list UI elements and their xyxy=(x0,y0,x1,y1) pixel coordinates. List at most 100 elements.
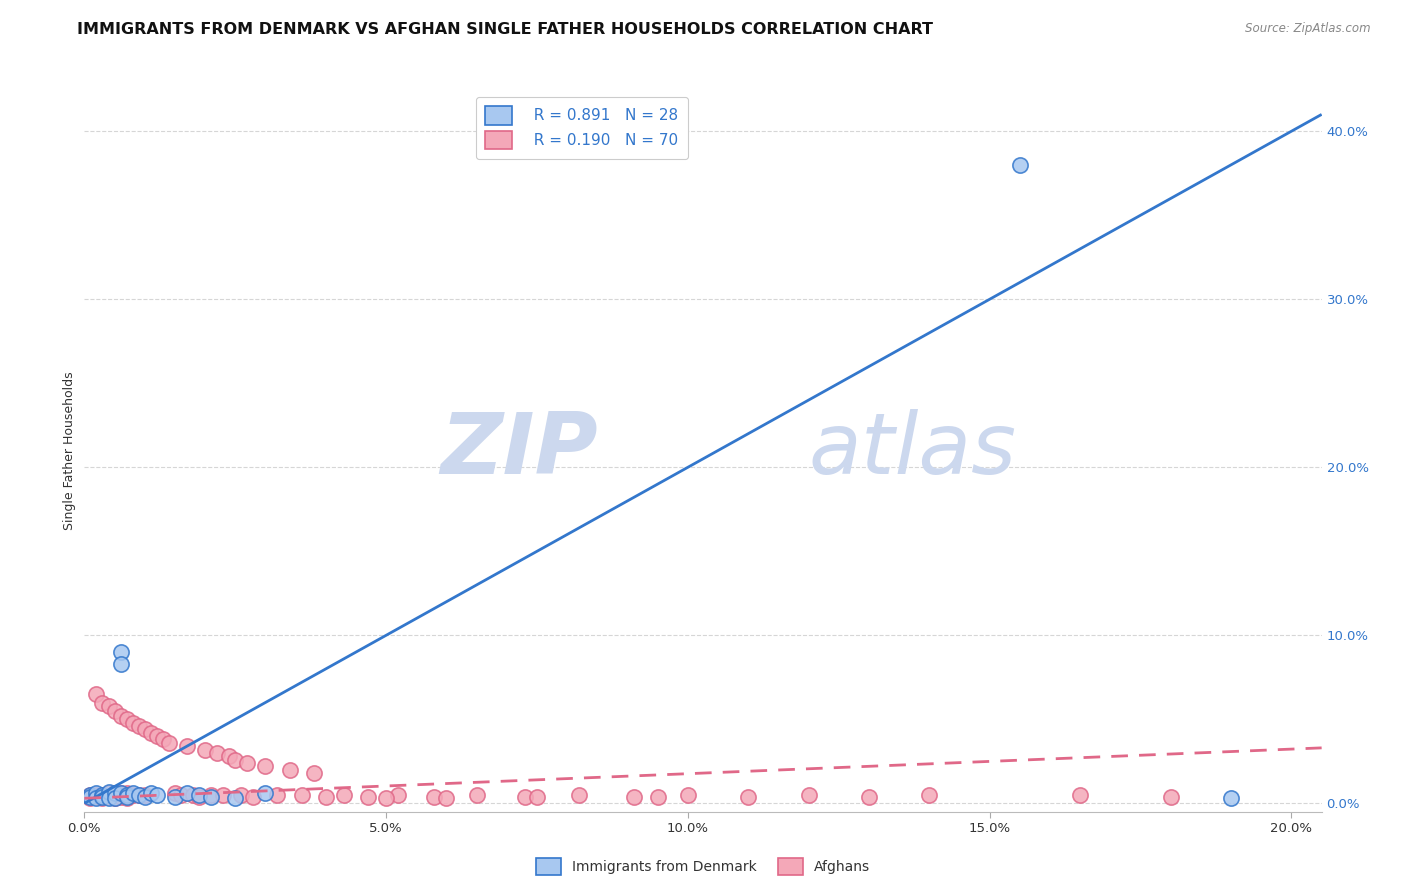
Point xyxy=(103,786,125,800)
Point xyxy=(110,645,132,659)
Point xyxy=(205,746,228,760)
Point xyxy=(128,788,150,802)
Point xyxy=(623,789,645,804)
Point xyxy=(115,791,138,805)
Point xyxy=(254,786,277,800)
Point xyxy=(121,715,143,730)
Y-axis label: Single Father Households: Single Father Households xyxy=(63,371,76,530)
Point xyxy=(315,789,337,804)
Point xyxy=(79,789,101,804)
Point xyxy=(181,788,204,802)
Point xyxy=(737,789,759,804)
Text: Source: ZipAtlas.com: Source: ZipAtlas.com xyxy=(1246,22,1371,36)
Point xyxy=(676,788,699,802)
Point xyxy=(302,766,325,780)
Point xyxy=(194,742,217,756)
Point xyxy=(115,712,138,726)
Point xyxy=(134,723,156,737)
Point xyxy=(163,786,186,800)
Point xyxy=(254,759,277,773)
Point xyxy=(97,786,120,800)
Point xyxy=(387,788,409,802)
Text: IMMIGRANTS FROM DENMARK VS AFGHAN SINGLE FATHER HOUSEHOLDS CORRELATION CHART: IMMIGRANTS FROM DENMARK VS AFGHAN SINGLE… xyxy=(77,22,934,37)
Point xyxy=(103,704,125,718)
Point xyxy=(115,786,138,800)
Legend:   R = 0.891   N = 28,   R = 0.190   N = 70: R = 0.891 N = 28, R = 0.190 N = 70 xyxy=(475,97,688,159)
Point xyxy=(146,788,169,802)
Point xyxy=(1220,791,1243,805)
Point xyxy=(526,789,548,804)
Point xyxy=(647,789,669,804)
Point xyxy=(91,788,114,802)
Point xyxy=(236,756,259,770)
Point xyxy=(91,788,114,802)
Point xyxy=(291,788,314,802)
Point xyxy=(375,791,398,805)
Point xyxy=(79,789,101,804)
Point xyxy=(231,788,253,802)
Point xyxy=(157,736,180,750)
Point xyxy=(1069,788,1091,802)
Point xyxy=(1008,158,1031,172)
Point xyxy=(188,789,211,804)
Point xyxy=(146,729,169,743)
Point xyxy=(91,696,114,710)
Point xyxy=(858,789,880,804)
Point xyxy=(97,784,120,798)
Point xyxy=(436,791,458,805)
Point xyxy=(797,788,820,802)
Point xyxy=(224,753,246,767)
Point xyxy=(200,788,222,802)
Point xyxy=(97,698,120,713)
Point xyxy=(139,725,162,739)
Point xyxy=(91,789,114,804)
Point xyxy=(423,789,446,804)
Point xyxy=(103,791,125,805)
Point xyxy=(110,786,132,800)
Point xyxy=(163,789,186,804)
Point xyxy=(218,749,240,764)
Point xyxy=(103,786,125,800)
Point xyxy=(79,788,101,802)
Point xyxy=(152,732,174,747)
Point xyxy=(242,789,264,804)
Point xyxy=(134,789,156,804)
Point xyxy=(465,788,488,802)
Point xyxy=(86,788,108,802)
Point xyxy=(918,788,941,802)
Point xyxy=(86,789,108,804)
Point xyxy=(110,786,132,800)
Point xyxy=(86,687,108,701)
Legend: Immigrants from Denmark, Afghans: Immigrants from Denmark, Afghans xyxy=(530,853,876,880)
Point xyxy=(128,788,150,802)
Point xyxy=(128,719,150,733)
Point xyxy=(97,791,120,805)
Point xyxy=(139,786,162,800)
Point xyxy=(103,791,125,805)
Point xyxy=(134,788,156,802)
Point xyxy=(1160,789,1182,804)
Point xyxy=(110,709,132,723)
Point xyxy=(266,788,288,802)
Point xyxy=(91,791,114,805)
Point xyxy=(79,791,101,805)
Point xyxy=(200,789,222,804)
Point xyxy=(97,789,120,804)
Point xyxy=(188,788,211,802)
Point xyxy=(121,786,143,800)
Point xyxy=(110,657,132,671)
Point xyxy=(86,786,108,800)
Point xyxy=(121,788,143,802)
Point xyxy=(278,763,301,777)
Point xyxy=(115,789,138,804)
Point xyxy=(79,788,101,802)
Point xyxy=(224,791,246,805)
Point xyxy=(86,791,108,805)
Point xyxy=(513,789,536,804)
Text: ZIP: ZIP xyxy=(440,409,598,492)
Point xyxy=(333,788,356,802)
Point xyxy=(357,789,380,804)
Point xyxy=(568,788,591,802)
Point xyxy=(110,789,132,804)
Point xyxy=(115,788,138,802)
